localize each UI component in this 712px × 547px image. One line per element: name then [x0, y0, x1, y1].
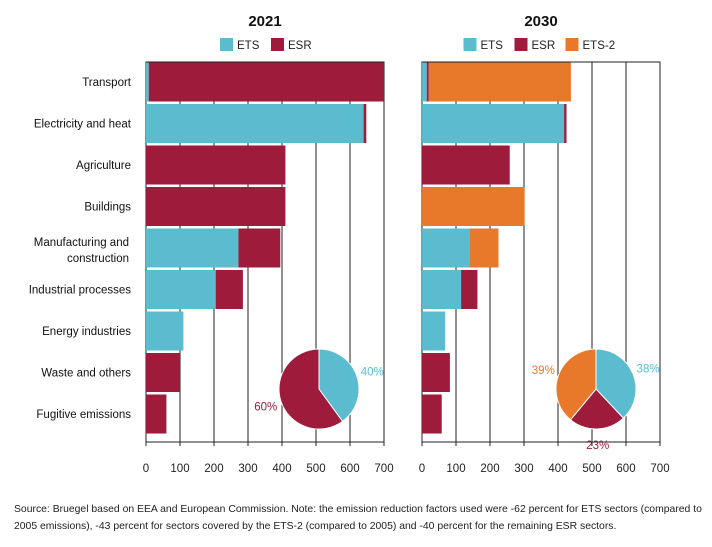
chart1-tick-label-200: 200 — [480, 463, 499, 475]
chart0-bar-industrial-processes-esr — [215, 270, 243, 309]
category-label-buildings: Buildings — [84, 202, 131, 214]
chart1-legend-label-esr: ESR — [532, 40, 556, 52]
chart0-tick-label-500: 500 — [306, 463, 325, 475]
chart0-pie-label-ets: 40% — [361, 367, 384, 379]
chart1-tick-label-600: 600 — [616, 463, 635, 475]
chart1-tick-label-100: 100 — [446, 463, 465, 475]
chart0-pie-label-esr: 60% — [254, 401, 277, 413]
chart0-bar-buildings-esr — [146, 187, 286, 226]
chart0-bar-transport-ets — [146, 62, 149, 102]
chart0-bar-electricity-and-heat-ets — [146, 104, 364, 143]
category-label-agriculture: Agriculture — [76, 160, 131, 172]
chart1-legend-label-ets-2: ETS-2 — [583, 40, 616, 52]
chart0-tick-label-100: 100 — [170, 463, 189, 475]
chart0-bar-electricity-and-heat-esr — [363, 104, 367, 143]
chart1-bar-electricity-and-heat-esr — [564, 104, 567, 143]
chart1-pie-label-ets-2: 39% — [532, 365, 555, 377]
chart0-tick-label-400: 400 — [272, 463, 291, 475]
chart0-tick-label-700: 700 — [374, 463, 393, 475]
chart0-bar-manufacturing-and-construction-ets — [146, 228, 239, 268]
chart0-tick-label-200: 200 — [204, 463, 223, 475]
category-label-manufacturing-and-construction-line1: Manufacturing and — [34, 237, 129, 249]
chart1-bar-transport-ets — [422, 62, 427, 102]
category-label-energy-industries: Energy industries — [42, 326, 131, 338]
chart1-pie-label-ets: 38% — [637, 363, 660, 375]
chart0-bar-industrial-processes-ets — [146, 270, 216, 309]
chart1-tick-label-500: 500 — [582, 463, 601, 475]
chart1-legend-swatch-ets — [463, 38, 477, 51]
source-note: Source: Bruegel based on EEA and Europea… — [14, 504, 702, 532]
chart1-bar-buildings-ets-2 — [422, 187, 525, 226]
chart1-tick-label-700: 700 — [650, 463, 669, 475]
chart0-tick-label-300: 300 — [238, 463, 257, 475]
category-label-electricity-and-heat: Electricity and heat — [34, 119, 132, 131]
chart1-bar-manufacturing-and-construction-ets-2 — [469, 228, 499, 268]
chart1-legend-swatch-ets-2 — [565, 38, 579, 51]
chart1-bar-transport-esr — [426, 62, 429, 102]
chart1-pie-slice-esr — [569, 388, 625, 430]
chart0-pie-slice-esr — [278, 348, 344, 430]
chart1-tick-label-0: 0 — [419, 463, 425, 475]
chart0-bar-fugitive-emissions-esr — [146, 394, 167, 434]
chart1-legend-swatch-esr — [514, 38, 528, 51]
chart1-bar-industrial-processes-esr — [461, 270, 478, 309]
chart0-bar-waste-and-others-esr — [146, 353, 180, 392]
chart1-tick-label-300: 300 — [514, 463, 533, 475]
category-label-manufacturing-and-construction-line2: construction — [67, 253, 129, 265]
category-label-fugitive-emissions: Fugitive emissions — [36, 409, 131, 421]
chart1-bar-transport-ets-2 — [428, 62, 571, 102]
chart1-pie-label-esr: 23% — [586, 440, 609, 452]
chart0-tick-label-0: 0 — [143, 463, 149, 475]
chart0-bar-manufacturing-and-construction-esr — [238, 228, 281, 268]
chart1-pie-slice-ets-2 — [555, 348, 597, 421]
chart1-bar-industrial-processes-ets — [422, 270, 462, 309]
chart0-tick-label-600: 600 — [340, 463, 359, 475]
chart0-legend-label-ets: ETS — [237, 40, 260, 52]
chart1-bar-energy-industries-ets — [422, 311, 446, 351]
chart1-bar-waste-and-others-esr — [422, 353, 450, 392]
category-label-transport: Transport — [82, 77, 132, 89]
chart0-pie-slice-ets — [318, 348, 360, 423]
chart0-legend-swatch-ets — [220, 38, 233, 51]
chart1-bar-agriculture-esr — [422, 145, 510, 185]
chart0-bar-agriculture-esr — [146, 145, 286, 185]
category-label-industrial-processes: Industrial processes — [29, 285, 132, 297]
chart1-tick-label-400: 400 — [548, 463, 567, 475]
chart1-bar-manufacturing-and-construction-ets — [422, 228, 470, 268]
chart1-title: 2030 — [524, 13, 557, 30]
category-label-waste-and-others: Waste and others — [41, 368, 131, 380]
chart1-bar-fugitive-emissions-esr — [422, 394, 442, 434]
chart0-title: 2021 — [248, 13, 281, 30]
chart0-legend-swatch-esr — [271, 38, 284, 51]
chart0-legend-label-esr: ESR — [288, 40, 312, 52]
chart1-bar-electricity-and-heat-ets — [422, 104, 565, 143]
chart1-legend-label-ets: ETS — [481, 40, 504, 52]
chart0-bar-transport-esr — [148, 62, 384, 102]
chart1-pie-slice-ets — [595, 348, 637, 419]
chart0-bar-energy-industries-ets — [146, 311, 184, 351]
